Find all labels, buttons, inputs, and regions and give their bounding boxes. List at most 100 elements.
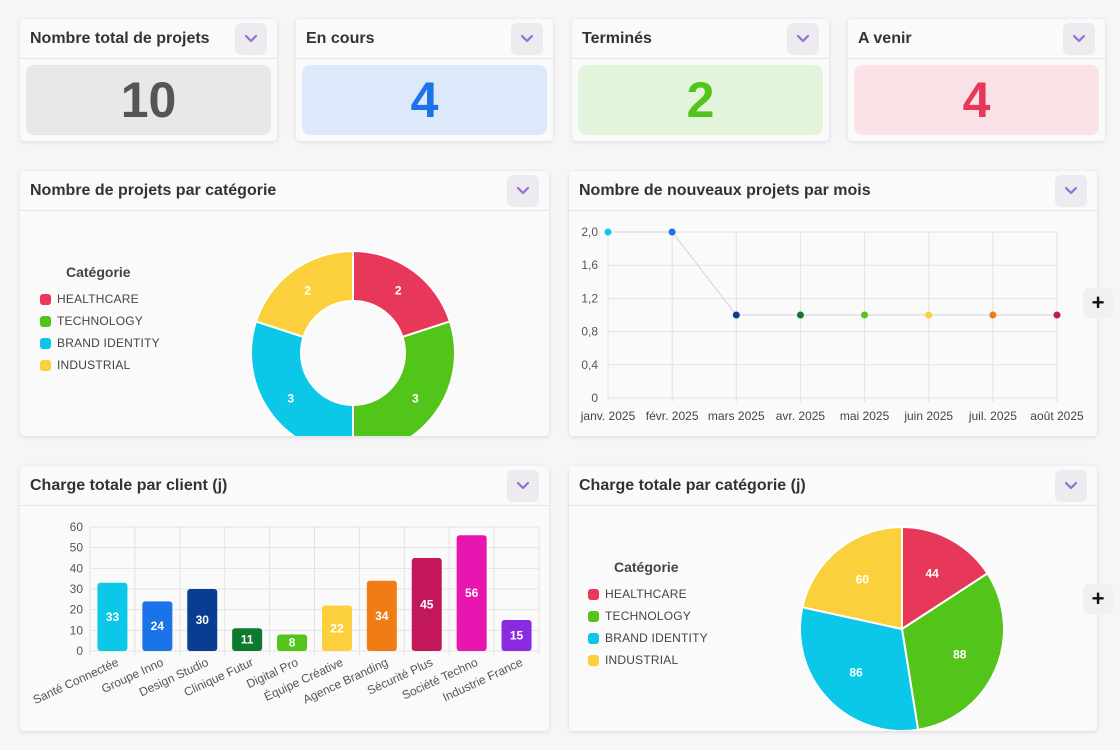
legend-label: BRAND IDENTITY bbox=[605, 631, 708, 645]
panel-load-by-category: Charge totale par catégorie (j) Catégori… bbox=[569, 466, 1097, 731]
slice-label: 86 bbox=[849, 665, 863, 679]
slice-label: 88 bbox=[953, 648, 967, 662]
slice-healthcare bbox=[901, 525, 989, 631]
y-tick-label: 0,8 bbox=[581, 325, 598, 339]
data-point bbox=[732, 311, 740, 319]
x-tick-label: janv. 2025 bbox=[580, 409, 636, 423]
y-tick-label: 50 bbox=[70, 541, 84, 555]
chevron-down-icon bbox=[244, 34, 258, 42]
slice-industrial bbox=[254, 249, 354, 339]
y-tick-label: 10 bbox=[70, 623, 84, 637]
stat-card-title: A venir bbox=[858, 29, 912, 47]
panel-title: Nombre de projets par catégorie bbox=[30, 181, 277, 199]
stat-value: 10 bbox=[26, 65, 271, 135]
legend-swatch bbox=[588, 632, 599, 644]
bar-value-label: 8 bbox=[289, 636, 296, 650]
legend-label: INDUSTRIAL bbox=[57, 358, 131, 372]
stat-card-title: En cours bbox=[306, 29, 375, 47]
bar bbox=[142, 601, 173, 651]
slice-label: 60 bbox=[856, 573, 870, 587]
bar-value-label: 24 bbox=[151, 619, 165, 633]
plus-icon: + bbox=[1091, 586, 1105, 611]
stat-card-header: En cours bbox=[296, 19, 553, 59]
chart-legend: Catégorie HEALTHCARE TECHNOLOGY BRAND ID… bbox=[588, 559, 708, 671]
legend-item-technology[interactable]: TECHNOLOGY bbox=[588, 605, 708, 627]
legend-label: TECHNOLOGY bbox=[57, 314, 144, 328]
stat-card-upcoming: A venir 4 bbox=[848, 19, 1105, 141]
bar bbox=[277, 634, 308, 651]
panel-load-by-client: Charge totale par client (j) 0 10 20 30 40 50… bbox=[20, 466, 549, 731]
stat-card-total: Nombre total de projets 10 bbox=[20, 19, 277, 141]
plus-icon: + bbox=[1091, 290, 1105, 315]
y-tick-label: 1,2 bbox=[581, 291, 598, 305]
stat-card-in-progress: En cours 4 bbox=[296, 19, 553, 141]
card-menu-button[interactable] bbox=[511, 22, 543, 55]
card-menu-button[interactable] bbox=[787, 22, 819, 55]
panel-header: Nombre de nouveaux projets par mois bbox=[569, 171, 1097, 211]
card-menu-button[interactable] bbox=[1063, 22, 1095, 55]
y-tick-label: 40 bbox=[70, 561, 84, 575]
legend-label: HEALTHCARE bbox=[605, 587, 687, 601]
legend-item-brand-identity[interactable]: BRAND IDENTITY bbox=[588, 627, 708, 649]
card-menu-button[interactable] bbox=[1055, 469, 1087, 502]
slice-technology bbox=[900, 572, 1005, 731]
chevron-down-icon bbox=[520, 34, 534, 42]
bar bbox=[456, 535, 487, 651]
legend-item-healthcare[interactable]: HEALTHCARE bbox=[588, 583, 708, 605]
panel-header: Nombre de projets par catégorie bbox=[20, 171, 549, 211]
card-menu-button[interactable] bbox=[507, 469, 539, 502]
legend-item-brand-identity[interactable]: BRAND IDENTITY bbox=[40, 332, 160, 354]
legend-item-industrial[interactable]: INDUSTRIAL bbox=[40, 354, 160, 376]
add-widget-button[interactable]: + bbox=[1083, 288, 1113, 318]
bar bbox=[232, 628, 263, 651]
pie-chart: 44 88 86 60 bbox=[799, 525, 1005, 731]
x-tick-label: févr. 2025 bbox=[646, 409, 699, 423]
line-chart: 0 0,4 0,8 1,2 1,6 2,0 janv. 2025 févr. 2025 mars… bbox=[580, 225, 1084, 423]
chevron-down-icon bbox=[796, 34, 810, 42]
panel-title: Nombre de nouveaux projets par mois bbox=[579, 181, 871, 199]
bar-value-label: 22 bbox=[330, 621, 344, 635]
bar bbox=[321, 605, 352, 651]
legend-label: TECHNOLOGY bbox=[605, 609, 692, 623]
bar-value-label: 30 bbox=[196, 613, 210, 627]
chevron-down-icon bbox=[1064, 186, 1078, 194]
card-menu-button[interactable] bbox=[235, 22, 267, 55]
panel-projects-by-category: Nombre de projets par catégorie Catégori… bbox=[20, 171, 549, 436]
legend-swatch bbox=[40, 359, 51, 371]
data-point bbox=[796, 311, 804, 319]
bar-value-label: 15 bbox=[510, 629, 524, 643]
legend-item-technology[interactable]: TECHNOLOGY bbox=[40, 310, 160, 332]
y-tick-label: 30 bbox=[70, 582, 84, 596]
panel-title: Charge totale par catégorie (j) bbox=[579, 476, 806, 494]
y-tick-label: 0,4 bbox=[581, 358, 598, 372]
data-point bbox=[925, 311, 933, 319]
y-tick-label: 60 bbox=[70, 520, 84, 534]
legend-swatch bbox=[588, 588, 599, 600]
stat-card-header: Nombre total de projets bbox=[20, 19, 277, 59]
bar-value-label: 33 bbox=[106, 610, 120, 624]
legend-swatch bbox=[40, 337, 51, 349]
donut-chart: 2 3 3 2 bbox=[250, 249, 456, 436]
stat-value: 4 bbox=[302, 65, 547, 135]
slice-healthcare bbox=[352, 249, 452, 339]
x-tick-label: avr. 2025 bbox=[776, 409, 826, 423]
y-tick-label: 0 bbox=[591, 391, 598, 405]
chart-legend: Catégorie HEALTHCARE TECHNOLOGY BRAND ID… bbox=[40, 264, 160, 376]
panel-header: Charge totale par catégorie (j) bbox=[569, 466, 1097, 506]
bar-value-label: 45 bbox=[420, 598, 434, 612]
legend-item-healthcare[interactable]: HEALTHCARE bbox=[40, 288, 160, 310]
add-widget-button[interactable]: + bbox=[1083, 584, 1113, 614]
x-tick-label: mai 2025 bbox=[840, 409, 890, 423]
stat-card-title: Nombre total de projets bbox=[30, 29, 210, 47]
y-tick-label: 1,6 bbox=[581, 258, 598, 272]
bar-value-label: 11 bbox=[241, 633, 254, 647]
panel-header: Charge totale par client (j) bbox=[20, 466, 549, 506]
slice-label: 2 bbox=[395, 284, 402, 298]
x-tick-label: juin 2025 bbox=[903, 409, 953, 423]
legend-label: BRAND IDENTITY bbox=[57, 336, 160, 350]
card-menu-button[interactable] bbox=[1055, 174, 1087, 207]
card-menu-button[interactable] bbox=[507, 174, 539, 207]
bar bbox=[97, 582, 128, 651]
legend-item-industrial[interactable]: INDUSTRIAL bbox=[588, 649, 708, 671]
panel-new-projects-per-month: Nombre de nouveaux projets par mois 0 0,4… bbox=[569, 171, 1097, 436]
